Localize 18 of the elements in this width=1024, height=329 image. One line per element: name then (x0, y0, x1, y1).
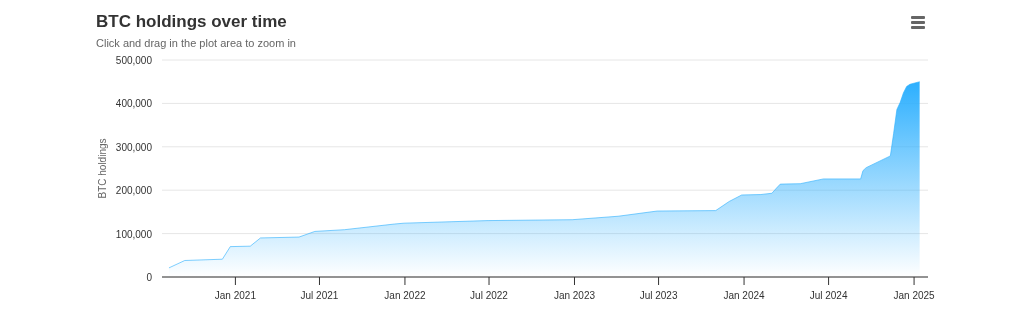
y-axis-title: BTC holdings (97, 138, 108, 199)
x-tick-label: Jan 2021 (214, 290, 257, 301)
x-tick-label: Jan 2024 (723, 290, 766, 301)
x-tick-label: Jul 2023 (639, 290, 678, 301)
x-tick-label: Jan 2025 (893, 290, 936, 301)
y-tick-label: 0 (146, 272, 153, 283)
chart-title: BTC holdings over time (96, 12, 287, 31)
y-tick-label: 500,000 (115, 55, 153, 66)
x-tick-label: Jan 2022 (384, 290, 426, 301)
x-tick-label: Jul 2021 (300, 290, 339, 301)
y-tick-label: 200,000 (115, 185, 153, 197)
x-tick-label: Jul 2022 (470, 290, 509, 301)
y-tick-label: 400,000 (115, 98, 153, 110)
x-tick-label: Jan 2023 (553, 290, 596, 301)
y-tick-label: 300,000 (115, 141, 153, 153)
y-tick-label: 100,000 (115, 228, 153, 240)
chart-subtitle: Click and drag in the plot area to zoom in (96, 37, 296, 49)
x-tick-label: Jul 2024 (809, 290, 848, 301)
